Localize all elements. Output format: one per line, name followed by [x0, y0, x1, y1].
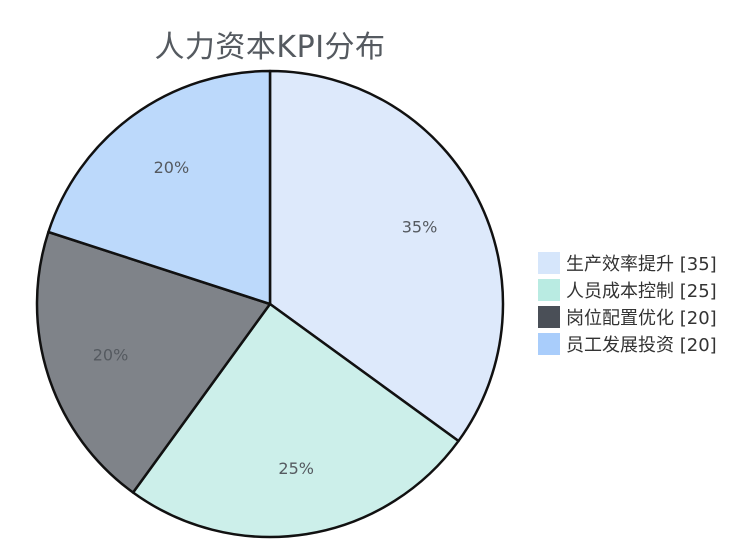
legend-item[interactable]: 生产效率提升 [35]: [538, 249, 717, 276]
pie-slice[interactable]: [47, 69, 272, 306]
legend-swatch: [538, 332, 560, 355]
slice-percent-label: 25%: [278, 459, 314, 478]
slice-percent-label: 35%: [402, 217, 438, 236]
legend-label: 人员成本控制 [25]: [566, 280, 717, 302]
legend-item[interactable]: 员工发展投资 [20]: [538, 330, 717, 357]
legend-label: 员工发展投资 [20]: [566, 334, 717, 356]
legend-swatch: [538, 251, 560, 274]
pie-slice[interactable]: [268, 69, 505, 443]
legend-swatch: [538, 278, 560, 301]
slice-percent-label: 20%: [154, 158, 190, 177]
slice-percent-label: 20%: [93, 345, 129, 364]
pie-slice[interactable]: [131, 302, 460, 539]
legend-item[interactable]: 人员成本控制 [25]: [538, 276, 717, 303]
legend-label: 岗位配置优化 [20]: [566, 307, 717, 329]
legend-item[interactable]: 岗位配置优化 [20]: [538, 303, 717, 330]
chart-title: 人力资本KPI分布: [154, 30, 386, 65]
legend-swatch: [538, 305, 560, 328]
legend-label: 生产效率提升 [35]: [566, 253, 717, 275]
legend: 生产效率提升 [35] 人员成本控制 [25] 岗位配置优化 [20] 员工发展…: [538, 249, 717, 357]
pie-slice[interactable]: [35, 230, 272, 494]
